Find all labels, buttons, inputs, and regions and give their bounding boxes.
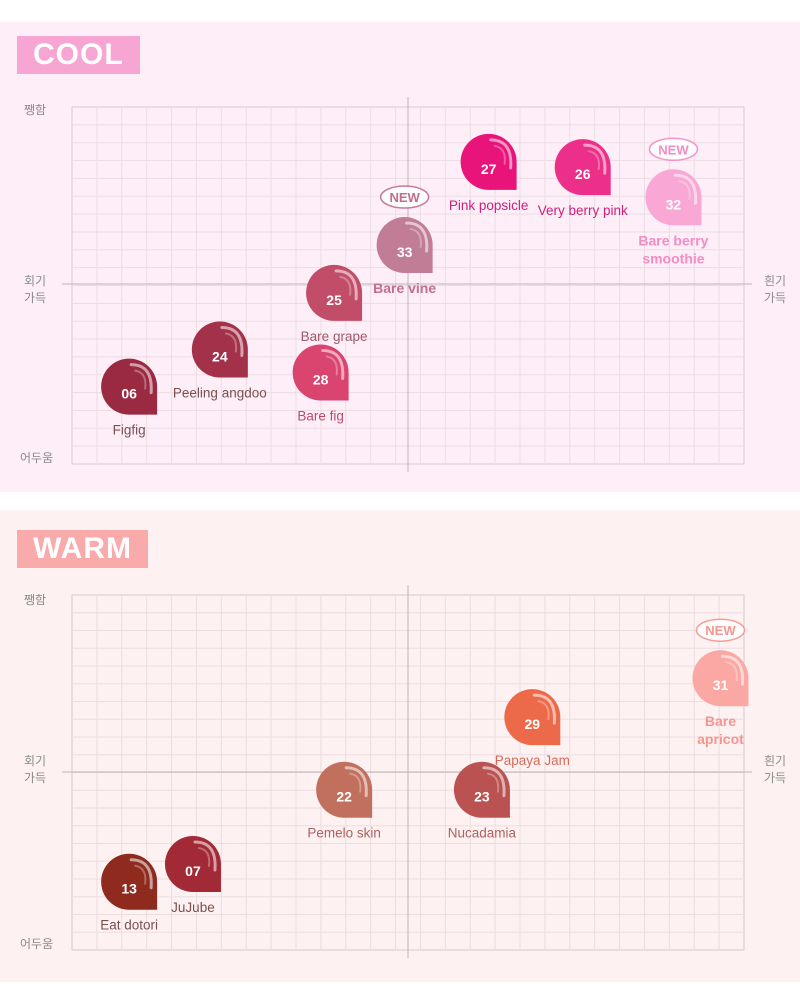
swatch-name: Pemelo skin (307, 826, 381, 841)
warm-scatter-chart: 13 Eat dotori 07 JuJube 22 Pemelo skin 23 Nucad… (62, 585, 752, 958)
swatch-23[interactable]: 23 Nucadamia (448, 761, 517, 841)
swatch-number: 31 (713, 677, 729, 693)
swatch-22[interactable]: 22 Pemelo skin (307, 761, 381, 841)
cool-title-badge: COOL (17, 36, 140, 74)
swatch-number: 32 (666, 196, 682, 212)
x-right-label: 흰기 가득 (764, 754, 787, 785)
swatch-13[interactable]: 13 Eat dotori (100, 853, 158, 933)
swatch-32[interactable]: 32 Bare berry smoothie NEW (638, 137, 709, 266)
swatch-name: Figfig (113, 423, 146, 438)
swatch-31[interactable]: 31 Bare apricot NEW (692, 618, 749, 747)
swatch-number: 13 (121, 881, 137, 897)
y-bottom-label: 어두움 (20, 451, 54, 465)
swatch-number: 26 (575, 166, 591, 182)
y-bottom-label: 어두움 (20, 937, 54, 951)
svg-text:NEW: NEW (658, 142, 689, 157)
swatch-name: Bare fig (297, 409, 344, 424)
swatch-name: JuJube (171, 900, 215, 915)
swatch-06[interactable]: 06 Figfig (101, 358, 158, 438)
y-top-label: 쨍함 (24, 593, 47, 607)
y-top-label: 쨍함 (24, 103, 47, 117)
swatch-number: 24 (212, 348, 228, 364)
x-right-label: 흰기 가득 (764, 274, 787, 305)
new-badge: NEW (648, 137, 699, 162)
svg-text:NEW: NEW (389, 190, 420, 205)
swatch-name: Pink popsicle (449, 198, 529, 213)
swatch-name: Bare grape (301, 329, 368, 344)
swatch-25[interactable]: 25 Bare grape (301, 264, 368, 344)
new-badge: NEW (695, 618, 746, 642)
swatch-name: Bare vine (373, 280, 436, 296)
swatch-24[interactable]: 24 Peeling angdoo (173, 321, 267, 400)
x-left-label: 회기 가득 (24, 274, 47, 305)
swatch-number: 33 (397, 244, 413, 260)
swatch-number: 06 (121, 386, 137, 402)
swatch-26[interactable]: 26 Very berry pink (538, 139, 628, 218)
swatch-name: Nucadamia (448, 826, 517, 841)
swatch-number: 22 (336, 789, 352, 805)
svg-text:NEW: NEW (705, 623, 736, 638)
swatch-number: 29 (525, 716, 541, 732)
swatch-27[interactable]: 27 Pink popsicle (449, 133, 529, 213)
swatch-number: 25 (326, 292, 342, 308)
swatch-number: 07 (185, 863, 201, 879)
warm-panel: WARM 쨍함 어두움 회기 가득 흰기 가득 13 Eat dotori 07 Ju… (0, 510, 800, 982)
swatch-number: 28 (313, 372, 329, 388)
warm-title-badge: WARM (17, 530, 148, 568)
swatch-number: 27 (481, 161, 497, 177)
x-left-label: 회기 가득 (24, 754, 47, 785)
cool-panel: COOL 쨍함 어두움 회기 가득 흰기 가득 06 Figfig 24 Peelin… (0, 22, 800, 492)
swatch-28[interactable]: 28 Bare fig (292, 344, 349, 424)
swatch-29[interactable]: 29 Papaya Jam (495, 689, 570, 768)
swatch-33[interactable]: 33 Bare vine NEW (373, 185, 436, 296)
swatch-name: Peeling angdoo (173, 385, 267, 400)
new-badge: NEW (379, 185, 430, 209)
swatch-name: Bare apricot (697, 713, 744, 747)
cool-scatter-chart: 06 Figfig 24 Peeling angdoo 25 Bare grape 28 Ba… (62, 97, 752, 472)
swatch-07[interactable]: 07 JuJube (164, 836, 221, 915)
swatch-name: Papaya Jam (495, 753, 570, 768)
swatch-name: Very berry pink (538, 203, 628, 218)
swatch-name: Eat dotori (100, 918, 158, 933)
swatch-name: Bare berry smoothie (638, 232, 708, 266)
swatch-number: 23 (474, 789, 490, 805)
